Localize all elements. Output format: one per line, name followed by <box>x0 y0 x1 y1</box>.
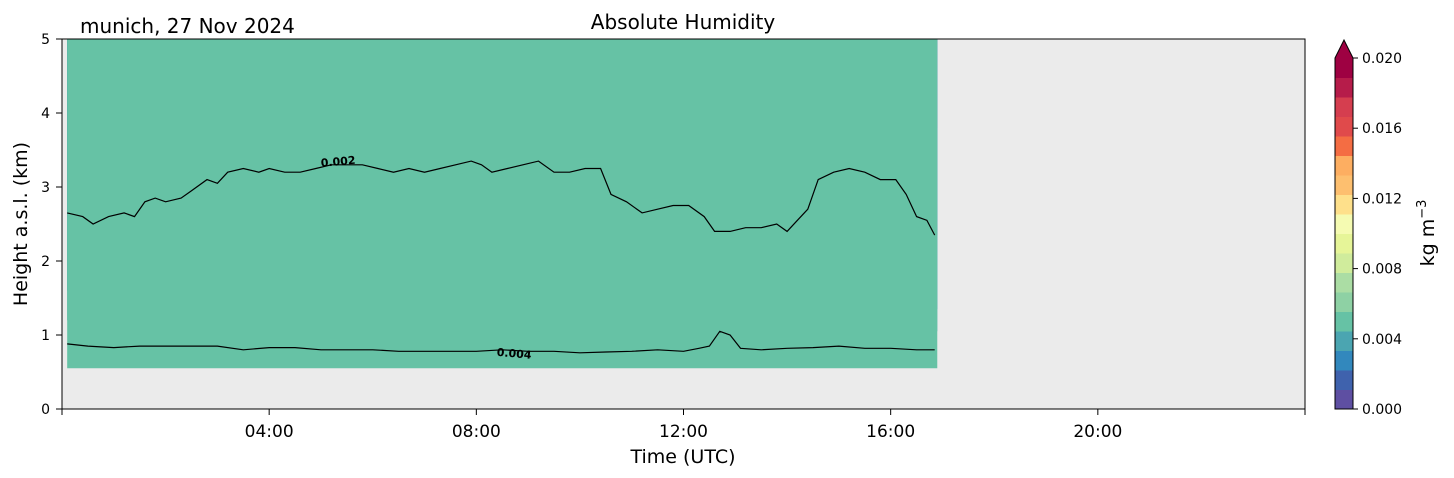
colorbar-segment <box>1335 233 1353 254</box>
y-tick-label: 1 <box>41 328 50 344</box>
colorbar-label-unit: kg m <box>1417 219 1439 267</box>
colorbar-tick-label: 0.012 <box>1362 191 1402 207</box>
colorbar-segment <box>1335 370 1353 390</box>
colorbar-segment <box>1335 97 1353 117</box>
colorbar-tick-label: 0.004 <box>1362 332 1402 348</box>
colorbar-label-exponent: −3 <box>1415 200 1430 219</box>
y-axis: 0 1 2 3 4 5 <box>41 32 62 418</box>
colorbar: 0.000 0.004 0.008 0.012 0.016 0.020 <box>1334 38 1402 418</box>
y-axis-label: Height a.s.l. (km) <box>10 142 32 306</box>
colorbar-label: kg m−3 <box>1415 200 1439 267</box>
colorbar-extend-arrow <box>1335 40 1353 58</box>
colorbar-tick-label: 0.016 <box>1362 121 1402 137</box>
colorbar-tick-label: 0.000 <box>1362 402 1402 418</box>
colorbar-segment <box>1335 350 1353 371</box>
colorbar-segment <box>1335 77 1353 98</box>
contour-label: 0.004 <box>496 346 532 362</box>
colorbar-segment <box>1335 136 1353 156</box>
contour-line-0.004 <box>67 330 935 354</box>
x-axis: 04:00 08:00 12:00 16:00 20:00 <box>61 409 1306 442</box>
contour-line-0.002 <box>67 160 936 236</box>
colorbar-segment <box>1335 331 1353 351</box>
colorbar-segment <box>1335 175 1353 195</box>
colorbar-tick-label: 0.008 <box>1362 262 1402 278</box>
x-tick-label: 20:00 <box>1073 422 1122 442</box>
colorbar-outline <box>1334 38 1354 410</box>
humidity-band-4 <box>67 39 938 369</box>
colorbar-segment <box>1335 292 1353 312</box>
y-tick-label: 5 <box>41 32 50 48</box>
x-tick-label: 12:00 <box>659 422 708 442</box>
colorbar-segment <box>1335 58 1353 78</box>
chart-subtitle: munich, 27 Nov 2024 <box>80 14 295 38</box>
contour-lines: 0.002 0.004 <box>67 154 936 362</box>
y-tick-label: 2 <box>41 254 50 270</box>
y-tick-label: 0 <box>41 402 50 418</box>
x-axis-label: Time (UTC) <box>629 446 735 468</box>
chart-title: Absolute Humidity <box>591 10 776 34</box>
colorbar-segment <box>1335 311 1353 332</box>
colorbar-segment <box>1335 194 1353 215</box>
colorbar-segment <box>1335 116 1353 137</box>
x-tick-label: 16:00 <box>866 422 915 442</box>
y-tick-label: 4 <box>41 106 50 122</box>
humidity-bands <box>67 39 938 369</box>
colorbar-segment <box>1335 253 1353 273</box>
contour-label: 0.002 <box>320 154 356 170</box>
x-tick-label: 04:00 <box>245 422 294 442</box>
colorbar-segment <box>1335 214 1353 234</box>
colorbar-segment <box>1335 272 1353 293</box>
x-tick-label: 08:00 <box>452 422 501 442</box>
y-tick-label: 3 <box>41 180 50 196</box>
plot-area: 0.002 0.004 <box>61 38 1306 410</box>
colorbar-tick-label: 0.020 <box>1362 51 1402 67</box>
colorbar-segment <box>1335 155 1353 176</box>
colorbar-segment <box>1335 389 1353 410</box>
